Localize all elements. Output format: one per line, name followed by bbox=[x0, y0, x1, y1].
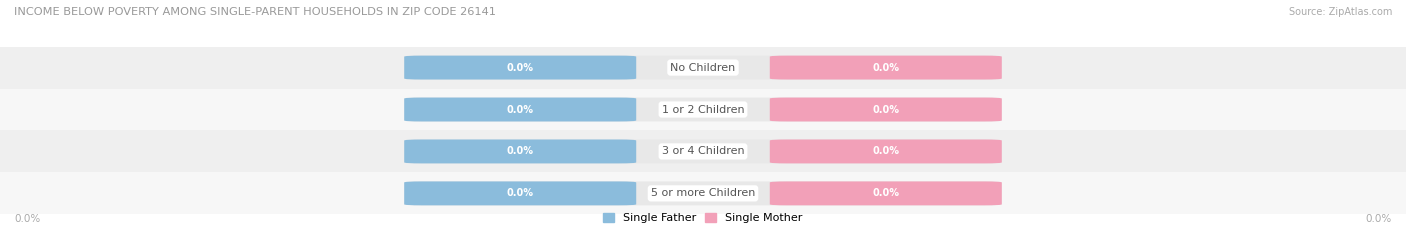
Text: 0.0%: 0.0% bbox=[872, 63, 900, 72]
Text: No Children: No Children bbox=[671, 63, 735, 72]
FancyBboxPatch shape bbox=[405, 98, 1002, 121]
FancyBboxPatch shape bbox=[770, 140, 1002, 163]
Text: 0.0%: 0.0% bbox=[1365, 214, 1392, 224]
FancyBboxPatch shape bbox=[0, 89, 1406, 130]
Text: 0.0%: 0.0% bbox=[14, 214, 41, 224]
FancyBboxPatch shape bbox=[770, 56, 1002, 79]
FancyBboxPatch shape bbox=[405, 182, 636, 205]
FancyBboxPatch shape bbox=[770, 182, 1002, 205]
FancyBboxPatch shape bbox=[405, 140, 636, 163]
Text: 0.0%: 0.0% bbox=[872, 147, 900, 156]
FancyBboxPatch shape bbox=[405, 140, 1002, 163]
Text: 5 or more Children: 5 or more Children bbox=[651, 188, 755, 198]
FancyBboxPatch shape bbox=[0, 130, 1406, 172]
Text: INCOME BELOW POVERTY AMONG SINGLE-PARENT HOUSEHOLDS IN ZIP CODE 26141: INCOME BELOW POVERTY AMONG SINGLE-PARENT… bbox=[14, 7, 496, 17]
Text: Source: ZipAtlas.com: Source: ZipAtlas.com bbox=[1288, 7, 1392, 17]
FancyBboxPatch shape bbox=[405, 182, 1002, 205]
FancyBboxPatch shape bbox=[770, 98, 1002, 121]
FancyBboxPatch shape bbox=[405, 56, 636, 79]
Legend: Single Father, Single Mother: Single Father, Single Mother bbox=[599, 208, 807, 227]
FancyBboxPatch shape bbox=[0, 47, 1406, 89]
Text: 0.0%: 0.0% bbox=[506, 188, 534, 198]
Text: 0.0%: 0.0% bbox=[506, 63, 534, 72]
FancyBboxPatch shape bbox=[405, 56, 1002, 79]
FancyBboxPatch shape bbox=[0, 172, 1406, 214]
FancyBboxPatch shape bbox=[405, 98, 636, 121]
Text: 0.0%: 0.0% bbox=[872, 105, 900, 114]
Text: 3 or 4 Children: 3 or 4 Children bbox=[662, 147, 744, 156]
Text: 0.0%: 0.0% bbox=[872, 188, 900, 198]
Text: 0.0%: 0.0% bbox=[506, 105, 534, 114]
Text: 0.0%: 0.0% bbox=[506, 147, 534, 156]
Text: 1 or 2 Children: 1 or 2 Children bbox=[662, 105, 744, 114]
